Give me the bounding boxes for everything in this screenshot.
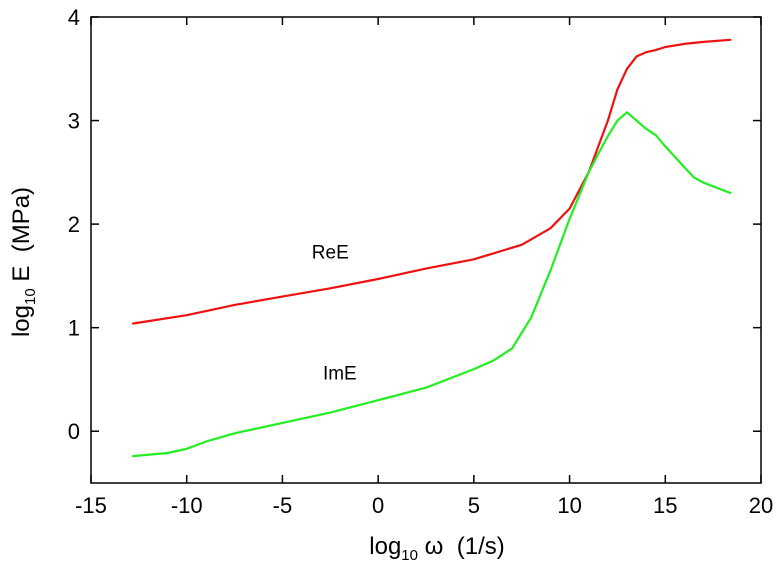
x-tick-label: -15 <box>75 493 107 518</box>
x-axis-title: log10 ω (1/s) <box>369 533 504 564</box>
y-axis-title-prefix: log <box>8 305 35 337</box>
x-tick-label: 5 <box>468 493 480 518</box>
y-tick-label: 1 <box>68 316 80 341</box>
x-tick-label: -5 <box>273 493 293 518</box>
annotation-layer: ReE ImE <box>312 242 357 384</box>
series-annotation-label: ReE <box>312 242 349 263</box>
x-tick-label: 15 <box>653 493 677 518</box>
series-layer <box>132 38 732 458</box>
y-tick-label: 3 <box>68 109 80 134</box>
y-tick-label: 2 <box>68 212 80 237</box>
x-tick-label: 10 <box>557 493 581 518</box>
plot-frame <box>90 16 762 484</box>
series-line-1 <box>132 111 732 458</box>
y-axis-title: log10 E (MPa) <box>8 187 39 337</box>
y-tick-label: 0 <box>68 419 80 444</box>
x-axis-title-prefix: log <box>369 533 401 560</box>
series-annotation-label: ImE <box>323 363 357 384</box>
y-axis-ticks: 0 1 2 3 4 <box>68 5 761 444</box>
x-tick-label: -10 <box>171 493 203 518</box>
x-axis-title-suffix: ω (1/s) <box>418 533 505 560</box>
x-tick-label: 20 <box>749 493 773 518</box>
x-axis-title-subscript: 10 <box>401 547 418 564</box>
y-tick-label: 4 <box>68 5 80 30</box>
series-line-0 <box>132 38 732 325</box>
y-axis-title-suffix: E (MPa) <box>8 187 35 288</box>
x-axis-ticks: -15 -10 -5 0 5 10 15 20 <box>75 17 773 518</box>
y-axis-title-subscript: 10 <box>22 288 39 305</box>
x-tick-label: 0 <box>372 493 384 518</box>
